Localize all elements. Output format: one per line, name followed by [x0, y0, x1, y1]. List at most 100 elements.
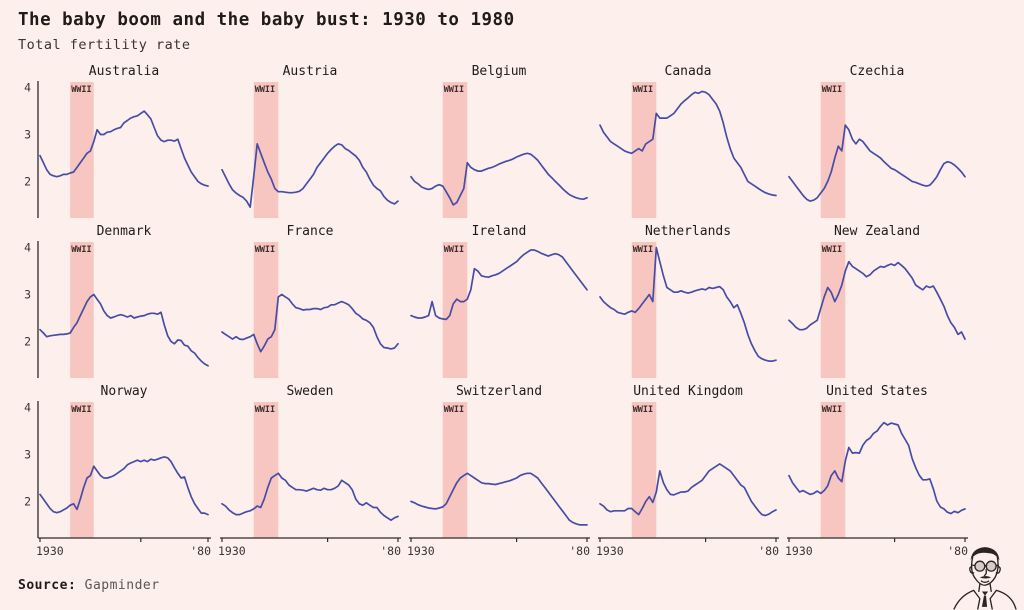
fertility-chart-czechia: Czechia WWII: [788, 64, 966, 218]
wwii-label: WWII: [633, 85, 653, 95]
wwii-band: [442, 402, 468, 538]
chart-country-title: France: [287, 224, 334, 239]
fertility-line: [410, 472, 588, 526]
fertility-chart-sweden: Sweden WWII 1930 '80: [218, 384, 401, 558]
page-subtitle: Total fertility rate: [18, 37, 191, 53]
chart-country-title: Switzerland: [456, 384, 542, 399]
x-tick-label-start: 1930: [785, 544, 813, 558]
wwii-band: [820, 402, 846, 538]
wwii-band: [253, 242, 279, 378]
x-tick-label-start: 1930: [407, 544, 435, 558]
fertility-chart-australia: Australia WWII 2 3 4: [24, 64, 209, 218]
wwii-label: WWII: [444, 405, 464, 415]
fertility-chart-new-zealand: New Zealand WWII: [788, 224, 966, 378]
wwii-label: WWII: [633, 405, 653, 415]
fertility-chart-switzerland: Switzerland WWII 1930 '80: [407, 384, 590, 558]
page-title: The baby boom and the baby bust: 1930 to…: [18, 10, 515, 30]
y-tick-label: 2: [24, 334, 31, 348]
portrait-logo: [953, 547, 1017, 610]
x-tick-label-end: '80: [569, 544, 590, 558]
chart-country-title: Denmark: [97, 224, 152, 239]
chart-country-title: Sweden: [287, 384, 334, 399]
fertility-line: [221, 143, 399, 209]
fertility-chart-netherlands: Netherlands WWII: [599, 224, 777, 378]
chart-country-title: Ireland: [472, 224, 527, 239]
y-tick-label: 4: [24, 81, 31, 95]
x-tick-label-end: '80: [380, 544, 401, 558]
fertility-line: [39, 456, 209, 516]
wwii-band: [70, 82, 94, 218]
x-tick-label-start: 1930: [36, 544, 64, 558]
fertility-line: [788, 260, 966, 340]
wwii-label: WWII: [444, 245, 464, 255]
fertility-line: [221, 293, 399, 353]
wwii-band: [442, 82, 468, 218]
y-tick-label: 3: [24, 448, 31, 462]
wwii-band: [253, 402, 279, 538]
chart-country-title: Belgium: [472, 64, 527, 79]
wwii-label: WWII: [822, 85, 842, 95]
x-tick-label-end: '80: [947, 544, 968, 558]
chart-header: The baby boom and the baby bust: 1930 to…: [18, 10, 515, 53]
source-line: Source: Gapminder: [18, 578, 160, 593]
fertility-line: [410, 152, 588, 206]
chart-country-title: New Zealand: [834, 224, 920, 239]
wwii-band: [442, 242, 468, 378]
chart-country-title: Netherlands: [645, 224, 731, 239]
fertility-chart-canada: Canada WWII: [599, 64, 777, 218]
wwii-label: WWII: [71, 85, 91, 95]
x-tick-label-end: '80: [190, 544, 211, 558]
fertility-line: [599, 90, 777, 197]
wwii-band: [631, 402, 657, 538]
y-tick-label: 3: [24, 288, 31, 302]
x-tick-label-end: '80: [758, 544, 779, 558]
wwii-label: WWII: [255, 85, 275, 95]
y-tick-label: 3: [24, 128, 31, 142]
wwii-label: WWII: [444, 85, 464, 95]
chart-country-title: United States: [826, 384, 928, 399]
fertility-chart-belgium: Belgium WWII: [410, 64, 588, 218]
wwii-label: WWII: [255, 405, 275, 415]
fertility-chart-united-kingdom: United Kingdom WWII 1930 '80: [596, 384, 779, 558]
chart-country-title: Norway: [101, 384, 148, 399]
chart-country-title: Canada: [665, 64, 712, 79]
fertility-line: [599, 463, 777, 517]
y-tick-label: 4: [24, 241, 31, 255]
face-sketch-icon: [953, 547, 1017, 610]
fertility-line: [39, 293, 209, 367]
wwii-band: [820, 242, 846, 378]
chart-country-title: Austria: [283, 64, 338, 79]
fertility-line: [788, 124, 966, 202]
fertility-chart-norway: Norway WWII 2 3 4 1930 '80: [24, 384, 211, 558]
fertility-chart-ireland: Ireland WWII: [410, 224, 588, 378]
wwii-label: WWII: [71, 245, 91, 255]
source-label: Source:: [18, 578, 77, 593]
fertility-line: [221, 472, 399, 522]
wwii-label: WWII: [822, 405, 842, 415]
wwii-label: WWII: [822, 245, 842, 255]
y-tick-label: 4: [24, 401, 31, 415]
y-tick-label: 2: [24, 174, 31, 188]
fertility-line: [599, 246, 777, 362]
source-value: Gapminder: [84, 578, 160, 593]
fertility-line: [39, 110, 209, 187]
fertility-chart-france: France WWII: [221, 224, 399, 378]
chart-country-title: United Kingdom: [633, 384, 743, 399]
wwii-band: [70, 402, 94, 538]
fertility-chart-denmark: Denmark WWII 2 3 4: [24, 224, 209, 378]
wwii-band: [631, 242, 657, 378]
wwii-band: [253, 82, 279, 218]
wwii-band: [70, 242, 94, 378]
wwii-label: WWII: [633, 245, 653, 255]
small-multiples-grid: Australia WWII 2 3 4 Austria WWII Belgium WWII Ca…: [14, 62, 970, 558]
y-tick-label: 2: [24, 494, 31, 508]
wwii-label: WWII: [71, 405, 91, 415]
x-tick-label-start: 1930: [596, 544, 624, 558]
fertility-line: [410, 249, 588, 321]
fertility-line: [788, 421, 966, 515]
chart-country-title: Czechia: [850, 64, 905, 79]
fertility-chart-austria: Austria WWII: [221, 64, 399, 218]
chart-country-title: Australia: [89, 64, 159, 79]
wwii-label: WWII: [255, 245, 275, 255]
